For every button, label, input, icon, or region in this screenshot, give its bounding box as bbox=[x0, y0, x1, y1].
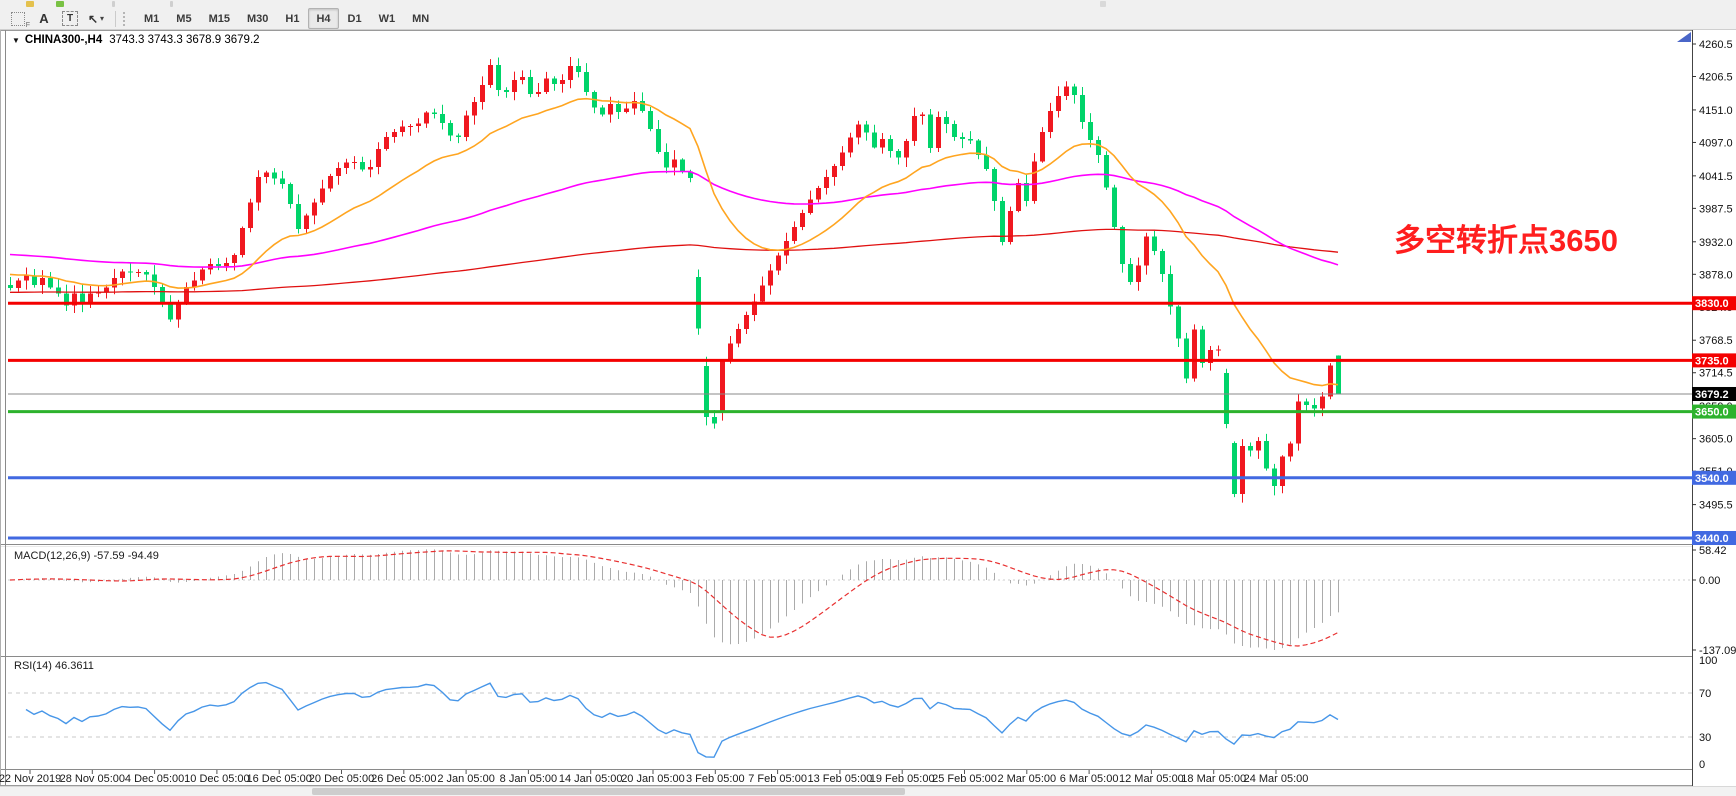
svg-text:4097.0: 4097.0 bbox=[1699, 137, 1733, 149]
timeframe-button-d1[interactable]: D1 bbox=[347, 12, 362, 25]
svg-text:0: 0 bbox=[1699, 759, 1705, 771]
svg-text:7 Feb 05:00: 7 Feb 05:00 bbox=[748, 773, 807, 785]
svg-text:20 Jan 05:00: 20 Jan 05:00 bbox=[621, 773, 685, 785]
svg-text:3987.5: 3987.5 bbox=[1699, 203, 1733, 215]
svg-text:3932.0: 3932.0 bbox=[1699, 237, 1733, 249]
toolbar-fragment-icon bbox=[26, 1, 34, 7]
price-annotation-text: 多空转折点3650 bbox=[1394, 223, 1618, 258]
svg-text:18 Mar 05:00: 18 Mar 05:00 bbox=[1181, 773, 1246, 785]
svg-text:12 Mar 05:00: 12 Mar 05:00 bbox=[1119, 773, 1184, 785]
chart-toolbar: F A T ↖ ▾ M1 M5 M15 M30 H1 H4 D1 W1 MN bbox=[0, 8, 1736, 30]
horizontal-level-lines bbox=[8, 301, 1692, 540]
ohlc-values: 3743.3 3743.3 3678.9 3679.2 bbox=[109, 34, 260, 46]
macd-indicator-label: MACD(12,26,9) -57.59 -94.49 bbox=[14, 550, 159, 562]
svg-text:26 Dec 05:00: 26 Dec 05:00 bbox=[371, 773, 436, 785]
timeframe-button-h1[interactable]: H1 bbox=[285, 12, 300, 25]
svg-text:0.00: 0.00 bbox=[1699, 575, 1720, 587]
moving-average-lines bbox=[9, 97, 1339, 387]
symbol-period-label: CHINA300-,H4 bbox=[24, 34, 103, 46]
toolbar-grip-handle[interactable] bbox=[123, 11, 128, 26]
svg-text:4 Dec 05:00: 4 Dec 05:00 bbox=[125, 773, 184, 785]
toolbar-separator bbox=[115, 10, 116, 27]
textbox-icon[interactable]: T bbox=[60, 10, 80, 27]
svg-text:3735.0: 3735.0 bbox=[1695, 355, 1729, 367]
svg-text:3650.0: 3650.0 bbox=[1695, 407, 1729, 419]
dropdown-arrow-icon[interactable]: ▾ bbox=[100, 14, 105, 23]
svg-text:3878.0: 3878.0 bbox=[1699, 269, 1733, 281]
slow-ma-line bbox=[10, 228, 1339, 293]
svg-text:16 Dec 05:00: 16 Dec 05:00 bbox=[246, 773, 311, 785]
grid-sub-letter: F bbox=[25, 22, 30, 29]
mid-ma-line bbox=[9, 170, 1339, 268]
svg-text:3440.0: 3440.0 bbox=[1695, 533, 1729, 545]
svg-text:20 Dec 05:00: 20 Dec 05:00 bbox=[309, 773, 374, 785]
timeframe-button-m1[interactable]: M1 bbox=[144, 12, 160, 25]
autoscroll-triangle-icon bbox=[1677, 32, 1691, 42]
svg-text:28 Nov 05:00: 28 Nov 05:00 bbox=[60, 773, 125, 785]
scrollbar-thumb[interactable] bbox=[312, 788, 905, 795]
cursor-mode-icon[interactable]: ↖ ▾ bbox=[87, 11, 105, 26]
timeframe-button-mn[interactable]: MN bbox=[412, 12, 430, 25]
svg-text:24 Mar 05:00: 24 Mar 05:00 bbox=[1244, 773, 1309, 785]
horizontal-scrollbar bbox=[0, 786, 1736, 796]
svg-text:-137.09: -137.09 bbox=[1699, 645, 1736, 657]
rsi-panel bbox=[8, 681, 1692, 758]
svg-text:4260.5: 4260.5 bbox=[1699, 39, 1733, 51]
toolbar-fragment-icon bbox=[112, 1, 115, 7]
toolbar-fragment-icon bbox=[56, 1, 64, 7]
svg-text:2 Mar 05:00: 2 Mar 05:00 bbox=[997, 773, 1056, 785]
svg-text:3495.5: 3495.5 bbox=[1699, 500, 1733, 512]
svg-text:4041.5: 4041.5 bbox=[1699, 171, 1733, 183]
svg-text:8 Jan 05:00: 8 Jan 05:00 bbox=[500, 773, 558, 785]
svg-text:58.42: 58.42 bbox=[1699, 545, 1727, 557]
template-grid-icon[interactable]: F bbox=[8, 10, 30, 29]
chart-title-bar: ▼ CHINA300-,H4 3743.3 3743.3 3678.9 3679.2 bbox=[12, 34, 260, 46]
svg-text:3540.0: 3540.0 bbox=[1695, 473, 1729, 485]
svg-text:70: 70 bbox=[1699, 688, 1711, 700]
svg-text:30: 30 bbox=[1699, 732, 1711, 744]
chart-dropdown-icon[interactable]: ▼ bbox=[12, 36, 20, 45]
panel-frames bbox=[0, 30, 1736, 786]
timeframe-button-w1[interactable]: W1 bbox=[378, 12, 396, 25]
grid-glyph bbox=[11, 11, 25, 26]
fast-ma-line bbox=[9, 97, 1339, 387]
svg-text:3830.0: 3830.0 bbox=[1695, 298, 1729, 310]
svg-text:22 Nov 2019: 22 Nov 2019 bbox=[0, 773, 61, 785]
svg-text:3768.5: 3768.5 bbox=[1699, 335, 1733, 347]
svg-text:3714.5: 3714.5 bbox=[1699, 368, 1733, 380]
timeframe-button-h4[interactable]: H4 bbox=[308, 8, 339, 29]
rsi-indicator-label: RSI(14) 46.3611 bbox=[14, 660, 94, 672]
timeframe-button-m30[interactable]: M30 bbox=[246, 12, 269, 25]
svg-text:19 Feb 05:00: 19 Feb 05:00 bbox=[870, 773, 935, 785]
text-a-icon[interactable]: A bbox=[39, 11, 49, 26]
svg-text:100: 100 bbox=[1699, 655, 1717, 667]
svg-text:14 Jan 05:00: 14 Jan 05:00 bbox=[559, 773, 623, 785]
timeframe-button-m5[interactable]: M5 bbox=[176, 12, 192, 25]
timeframe-button-m15[interactable]: M15 bbox=[208, 12, 230, 25]
svg-text:4151.0: 4151.0 bbox=[1699, 105, 1733, 117]
svg-text:6 Mar 05:00: 6 Mar 05:00 bbox=[1060, 773, 1119, 785]
svg-text:2 Jan 05:00: 2 Jan 05:00 bbox=[437, 773, 495, 785]
svg-text:13 Feb 05:00: 13 Feb 05:00 bbox=[807, 773, 872, 785]
macd-panel bbox=[8, 549, 1692, 650]
svg-text:3605.0: 3605.0 bbox=[1699, 434, 1733, 446]
svg-text:4206.5: 4206.5 bbox=[1699, 72, 1733, 84]
svg-text:3 Feb 05:00: 3 Feb 05:00 bbox=[686, 773, 745, 785]
price-tags: 3830.0 3735.0 3650.0 3540.0 3440.0 3679.2 bbox=[1692, 296, 1736, 546]
svg-text:25 Feb 05:00: 25 Feb 05:00 bbox=[932, 773, 997, 785]
toolbar-fragment-icon bbox=[1100, 1, 1106, 7]
svg-text:3679.2: 3679.2 bbox=[1695, 389, 1729, 401]
toolbar-fragment-icon bbox=[170, 1, 173, 7]
svg-text:10 Dec 05:00: 10 Dec 05:00 bbox=[184, 773, 249, 785]
candlestick-series bbox=[8, 57, 1341, 503]
